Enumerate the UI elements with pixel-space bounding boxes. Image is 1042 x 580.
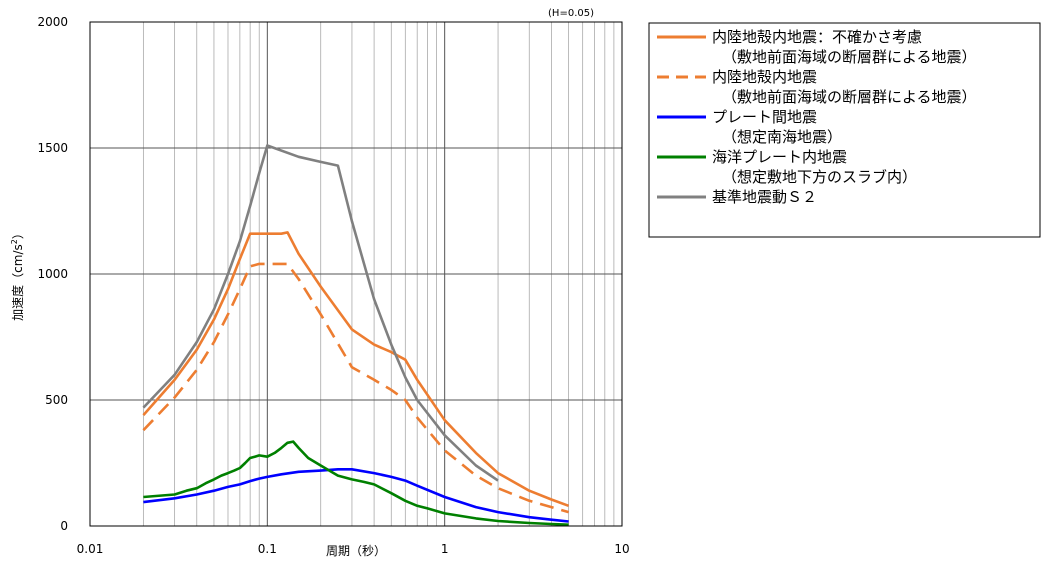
- legend-label-1: （敷地前面海域の断層群による地震）: [722, 48, 977, 66]
- plot-frame: [89, 21, 623, 527]
- y-tick-label: 1500: [37, 141, 68, 155]
- legend-label-4: （想定敷地下方のスラブ内）: [722, 168, 917, 186]
- series-line-5: [142, 144, 499, 482]
- y-tick-label: 1000: [37, 267, 68, 281]
- y-axis-title-end: ）: [11, 227, 25, 239]
- series-layer: [142, 144, 570, 526]
- y-tick-label: 0: [60, 519, 68, 533]
- legend-label-5: 基準地震動Ｓ２: [712, 188, 817, 206]
- series-line-1: [142, 231, 570, 508]
- axis-layer: 0 500 1000 1500 2000 0.01 0.1 1 10 周期（秒） 加速度（cm/s2…: [10, 8, 630, 558]
- x-tick-label: 0.1: [258, 542, 277, 556]
- legend-label-2: （敷地前面海域の断層群による地震）: [722, 88, 977, 106]
- legend-label-2: 内陸地殻内地震: [712, 68, 817, 86]
- legend-label-1: 内陸地殻内地震：不確かさ考慮: [712, 28, 922, 46]
- legend-label-4: 海洋プレート内地震: [712, 148, 847, 166]
- series-line-4: [143, 440, 569, 526]
- y-tick-label: 2000: [37, 15, 68, 29]
- x-tick-label: 10: [614, 542, 629, 556]
- series-line-2: [142, 262, 569, 514]
- x-axis-title: 周期（秒）: [326, 544, 386, 558]
- legend-layer: 内陸地殻内地震：不確かさ考慮 （敷地前面海域の断層群による地震） 内陸地殻内地震 （敷…: [648, 22, 1041, 238]
- grid-layer: [90, 22, 622, 526]
- legend-label-3: （想定南海地震）: [722, 128, 842, 146]
- legend-box: [648, 22, 1041, 238]
- y-axis-title-main: 加速度（cm/s: [10, 244, 25, 321]
- y-axis-title: 加速度（cm/s2）: [10, 227, 25, 321]
- y-tick-label: 500: [45, 393, 68, 407]
- x-tick-label: 0.01: [77, 542, 104, 556]
- y-axis-title-superscript: 2: [10, 239, 19, 244]
- x-tick-label: 1: [441, 542, 449, 556]
- damping-annotation: (H=0.05): [548, 8, 594, 19]
- legend-label-3: プレート間地震: [712, 108, 817, 126]
